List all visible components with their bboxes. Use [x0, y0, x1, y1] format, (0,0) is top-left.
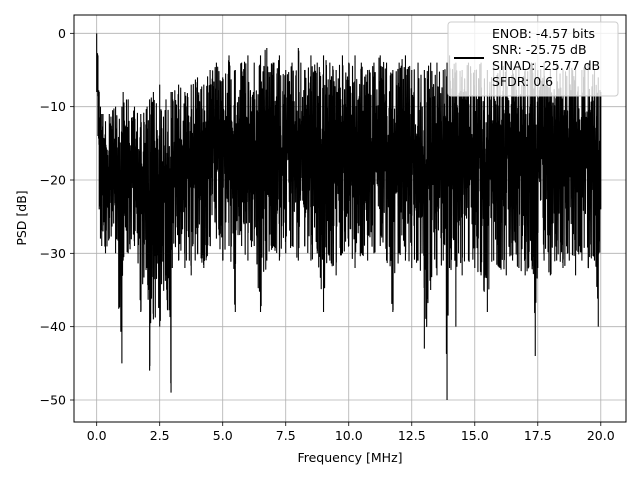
x-tick-label: 5.0 — [213, 428, 233, 443]
legend-line-text: SINAD: -25.77 dB — [492, 58, 600, 73]
y-axis: 0 −10 −20 −30 −40 −50 — [40, 26, 74, 408]
x-tick-label: 2.5 — [150, 428, 170, 443]
x-tick-label: 12.5 — [398, 428, 426, 443]
legend: ENOB: -4.57 bits SNR: -25.75 dB SINAD: -25… — [447, 21, 619, 97]
x-tick-label: 0.0 — [87, 428, 107, 443]
plot-frame — [73, 14, 627, 423]
x-tick-label: 15.0 — [461, 428, 489, 443]
y-tick-label: −40 — [40, 319, 66, 334]
x-tick-label: 7.5 — [276, 428, 296, 443]
y-tick-label: −50 — [40, 393, 66, 408]
legend-line-text: ENOB: -4.57 bits — [492, 26, 595, 41]
legend-entry: ENOB: -4.57 bits SNR: -25.75 dB SINAD: -25… — [492, 26, 600, 89]
y-tick-label: −20 — [40, 173, 66, 188]
y-tick-label: −30 — [40, 246, 66, 261]
psd-series-line — [96, 33, 602, 400]
x-tick-label: 20.0 — [587, 428, 615, 443]
series-layer — [96, 33, 602, 400]
y-axis-label: PSD [dB] — [14, 190, 29, 245]
x-tick-label: 10.0 — [335, 428, 363, 443]
x-axis-label: Frequency [MHz] — [297, 450, 402, 465]
x-tick-label: 17.5 — [524, 428, 552, 443]
legend-box — [447, 21, 619, 97]
legend-line-text: SFDR: 0.6 — [492, 74, 553, 89]
x-axis: 0.0 2.5 5.0 7.5 10.0 12.5 15.0 17.5 20.0 — [87, 422, 615, 443]
y-tick-label: 0 — [58, 26, 66, 41]
y-tick-label: −10 — [40, 99, 66, 114]
legend-line-text: SNR: -25.75 dB — [492, 42, 587, 57]
